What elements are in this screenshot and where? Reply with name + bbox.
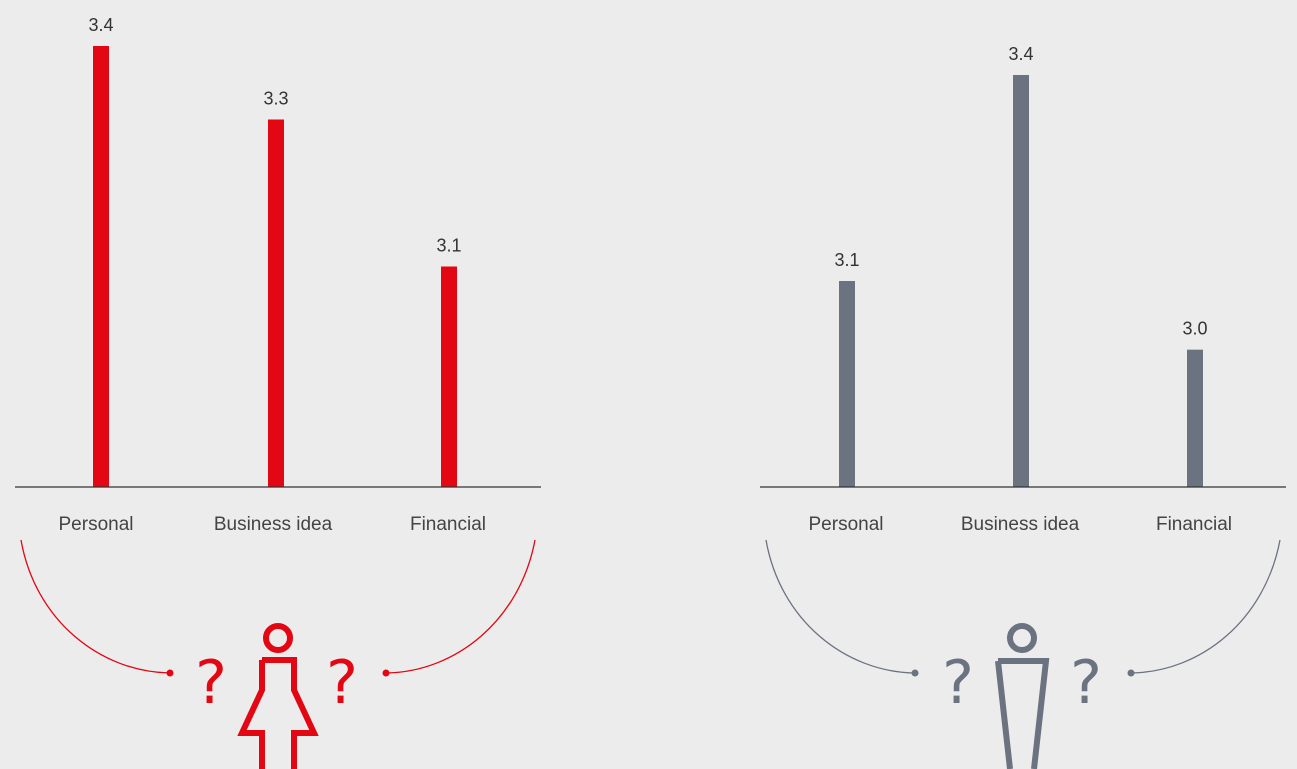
value-label-business-idea: 3.4: [1008, 44, 1033, 64]
bracket-dot-left: [166, 669, 174, 677]
bar-financial: [1187, 349, 1203, 487]
question-mark-right: ?: [1070, 648, 1102, 718]
category-label-business-idea: Business idea: [214, 514, 333, 535]
bracket-arc-right: [385, 539, 536, 674]
bar-group-female: 3.4 3.3 3.1: [88, 15, 462, 487]
chart-panel-female: 3.4 3.3 3.1 Personal Business idea Financi…: [15, 15, 541, 769]
question-mark-left: ?: [942, 648, 974, 718]
bracket-arc-left: [20, 539, 171, 674]
value-label-personal: 3.4: [88, 15, 113, 35]
bracket-dot-left: [911, 669, 919, 677]
female-person-icon: [237, 623, 319, 769]
male-person-icon: [995, 623, 1050, 769]
question-mark-right: ?: [326, 648, 358, 718]
bracket-arc-left: [765, 539, 916, 674]
bracket-dot-right: [1127, 669, 1135, 677]
bar-business-idea: [268, 119, 284, 487]
question-mark-left: ?: [195, 648, 227, 718]
bracket-arc-right: [1130, 539, 1281, 674]
chart-panel-male: 3.1 3.4 3.0 Personal Business idea Financi…: [760, 44, 1286, 769]
bar-personal: [839, 281, 855, 487]
value-label-personal: 3.1: [834, 250, 859, 270]
category-label-financial: Financial: [410, 514, 486, 535]
bar-business-idea: [1013, 75, 1029, 487]
bar-financial: [441, 266, 457, 487]
bracket-dot-right: [382, 669, 390, 677]
category-label-personal: Personal: [59, 514, 134, 535]
bar-group-male: 3.1 3.4 3.0: [834, 44, 1208, 487]
value-label-financial: 3.1: [436, 236, 461, 256]
category-label-business-idea: Business idea: [961, 514, 1080, 535]
category-label-financial: Financial: [1156, 514, 1232, 535]
value-label-financial: 3.0: [1182, 319, 1207, 339]
bar-personal: [93, 46, 109, 487]
value-label-business-idea: 3.3: [263, 89, 288, 109]
category-label-personal: Personal: [809, 514, 884, 535]
